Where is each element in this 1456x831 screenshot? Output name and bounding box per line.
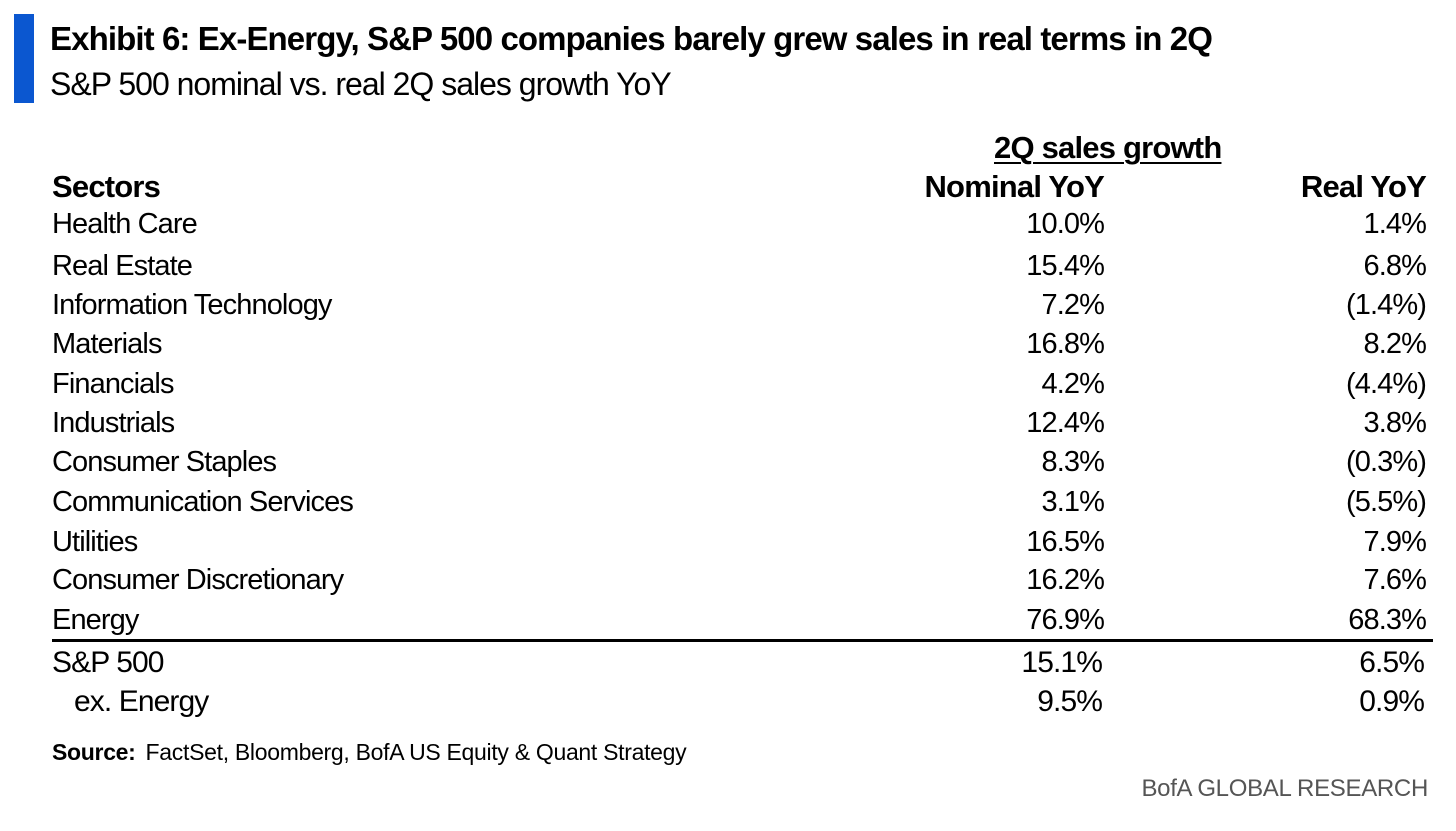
table-row: Information Technology 7.2% (1.4%) — [52, 289, 1432, 329]
accent-bar — [14, 14, 34, 103]
column-header-nominal: Nominal YoY — [924, 169, 1104, 204]
total-row-sp500: S&P 500 15.1% 6.5% — [52, 646, 1432, 686]
total-label: S&P 500 — [52, 646, 164, 679]
sector-cell: Energy — [52, 604, 139, 636]
source-label: Source: — [52, 739, 136, 765]
source-text: FactSet, Bloomberg, BofA US Equity & Qua… — [145, 739, 687, 765]
table-row: Consumer Staples 8.3% (0.3%) — [52, 446, 1432, 486]
sector-cell: Consumer Discretionary — [52, 564, 344, 596]
sector-cell: Utilities — [52, 526, 138, 558]
total-label: ex. Energy — [74, 685, 209, 718]
brand-label: BofA GLOBAL RESEARCH — [1141, 775, 1428, 802]
table-row: Energy 76.9% 68.3% — [52, 604, 1432, 644]
sector-cell: Consumer Staples — [52, 446, 277, 478]
totals-divider — [52, 639, 1433, 642]
total-real: 6.5% — [1359, 646, 1425, 679]
sector-cell: Financials — [52, 368, 174, 400]
table-row: Financials 4.2% (4.4%) — [52, 368, 1432, 408]
sector-cell: Health Care — [52, 208, 198, 240]
nominal-cell: 16.2% — [1026, 564, 1105, 596]
sector-cell: Communication Services — [52, 486, 354, 518]
real-cell: (0.3%) — [1345, 446, 1427, 478]
exhibit-subtitle: S&P 500 nominal vs. real 2Q sales growth… — [50, 66, 672, 102]
nominal-cell: 12.4% — [1026, 407, 1105, 439]
real-cell: (1.4%) — [1345, 289, 1427, 321]
sector-cell: Real Estate — [52, 250, 193, 282]
total-nominal: 15.1% — [1021, 646, 1102, 679]
nominal-cell: 7.2% — [1041, 289, 1105, 321]
nominal-cell: 10.0% — [1026, 208, 1105, 240]
real-cell: 7.6% — [1363, 564, 1427, 596]
real-cell: (4.4%) — [1345, 368, 1427, 400]
total-nominal: 9.5% — [1037, 685, 1103, 718]
column-header-sectors: Sectors — [52, 169, 161, 204]
nominal-cell: 3.1% — [1041, 486, 1105, 518]
table-row: Materials 16.8% 8.2% — [52, 328, 1432, 368]
column-header-real: Real YoY — [1300, 169, 1427, 204]
real-cell: (5.5%) — [1345, 486, 1427, 518]
nominal-cell: 8.3% — [1041, 446, 1105, 478]
table-row: Real Estate 15.4% 6.8% — [52, 250, 1432, 290]
nominal-cell: 4.2% — [1041, 368, 1105, 400]
real-cell: 3.8% — [1363, 407, 1427, 439]
real-cell: 6.8% — [1363, 250, 1427, 282]
real-cell: 1.4% — [1363, 208, 1427, 240]
table-row: Industrials 12.4% 3.8% — [52, 407, 1432, 447]
total-real: 0.9% — [1359, 685, 1425, 718]
real-cell: 68.3% — [1348, 604, 1427, 636]
table-row: Consumer Discretionary 16.2% 7.6% — [52, 564, 1432, 604]
nominal-cell: 16.5% — [1026, 526, 1105, 558]
group-header-sales-growth: 2Q sales growth — [994, 130, 1222, 165]
real-cell: 7.9% — [1363, 526, 1427, 558]
sector-cell: Materials — [52, 328, 162, 360]
nominal-cell: 15.4% — [1026, 250, 1105, 282]
table-row: Health Care 10.0% 1.4% — [52, 208, 1432, 248]
sector-cell: Industrials — [52, 407, 175, 439]
exhibit-title: Exhibit 6: Ex-Energy, S&P 500 companies … — [50, 20, 1213, 57]
table-row: Utilities 16.5% 7.9% — [52, 526, 1432, 566]
nominal-cell: 76.9% — [1026, 604, 1105, 636]
real-cell: 8.2% — [1363, 328, 1427, 360]
nominal-cell: 16.8% — [1026, 328, 1105, 360]
total-row-ex-energy: ex. Energy 9.5% 0.9% — [52, 685, 1432, 725]
sector-cell: Information Technology — [52, 289, 332, 321]
table-row: Communication Services 3.1% (5.5%) — [52, 486, 1432, 526]
source-note: Source: FactSet, Bloomberg, BofA US Equit… — [52, 739, 687, 766]
